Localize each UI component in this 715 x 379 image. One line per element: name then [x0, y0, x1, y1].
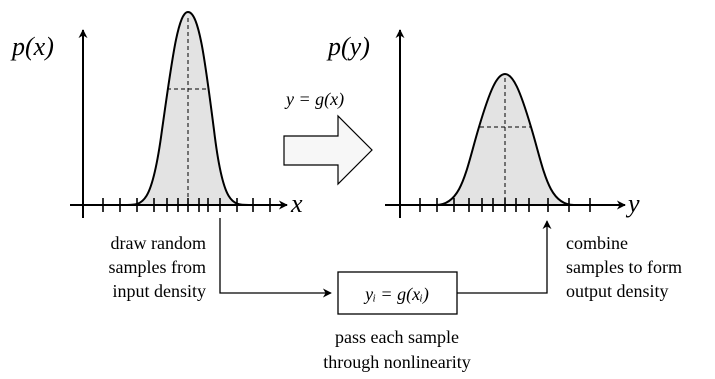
left-y-axis-label: p(x) — [10, 32, 54, 61]
right-plot: p(y) y — [326, 29, 640, 218]
hollow-right-arrow — [283, 114, 373, 186]
nonlinearity-box — [337, 271, 458, 315]
nonlinearity-box-label: yᵢ = g(xᵢ) — [363, 284, 429, 305]
bottom-caption-line: pass each sample — [335, 327, 459, 347]
left-caption: draw random samples from input density — [109, 233, 206, 301]
right-sample-ticks — [419, 198, 591, 212]
process-flow: yᵢ = g(xᵢ) — [219, 218, 552, 315]
left-x-axis-label: x — [290, 189, 303, 218]
left-density-curve — [125, 10, 250, 206]
left-sample-ticks — [102, 198, 271, 212]
transform-indicator: y = g(x) — [283, 89, 373, 186]
bottom-caption: pass each sample through nonlinearity — [323, 327, 470, 372]
left-caption-line: samples from — [109, 257, 206, 277]
right-density-curve — [435, 72, 575, 206]
left-plot: p(x) x — [10, 10, 303, 218]
right-caption-line: output density — [566, 281, 669, 301]
flow-arrow-from-box — [457, 220, 552, 294]
left-caption-line: draw random — [111, 233, 206, 253]
right-caption-line: samples to form — [566, 257, 682, 277]
right-caption: combine samples to form output density — [566, 233, 682, 301]
right-caption-line: combine — [566, 233, 628, 253]
transform-label: y = g(x) — [284, 89, 344, 110]
flow-arrow-to-box — [219, 218, 332, 298]
left-caption-line: input density — [113, 281, 207, 301]
bottom-caption-line: through nonlinearity — [323, 352, 470, 372]
right-x-axis-label: y — [625, 189, 640, 218]
right-y-axis-label: p(y) — [326, 32, 370, 61]
